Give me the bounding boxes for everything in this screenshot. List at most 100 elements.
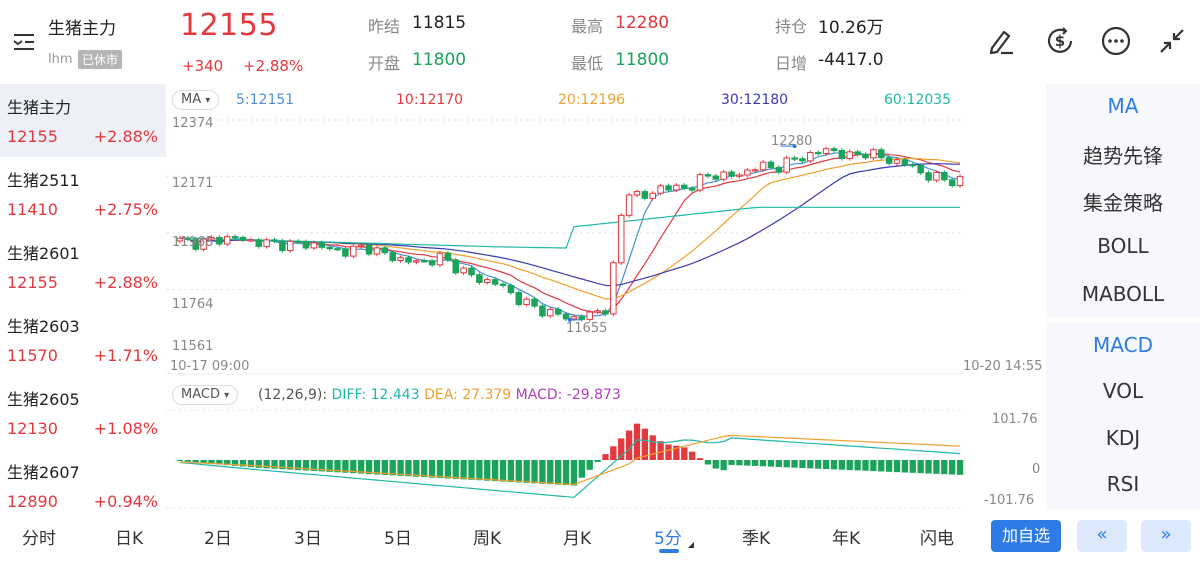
end-time-label: 10-20 14:55: [963, 359, 1043, 374]
draw-icon[interactable]: [984, 24, 1018, 58]
y-axis-label: 11764: [172, 297, 214, 312]
candle-body: [365, 244, 373, 255]
macd-bar: [350, 460, 357, 474]
macd-bar: [783, 460, 790, 468]
y-axis-label: 12171: [172, 176, 214, 191]
macd-bar: [255, 460, 262, 468]
candle-body: [184, 237, 192, 240]
kline-chart-area[interactable]: MA ▾ 5:12151 10:12170 20:12196 30:12180 …: [166, 84, 1046, 510]
contract-list-item[interactable]: 生猪2603 11570 +1.71%: [0, 303, 166, 376]
tab-5day[interactable]: 5日: [384, 529, 412, 549]
contract-list-item[interactable]: 生猪主力 12155 +2.88%: [0, 84, 166, 157]
tab-quarterly[interactable]: 季K: [742, 529, 771, 549]
candle-body: [657, 185, 664, 194]
candle-body: [491, 279, 499, 285]
macd-diff: DIFF: 12.443: [331, 387, 420, 403]
macd-bar: [720, 460, 727, 471]
indicator-trend[interactable]: 趋势先锋: [1083, 144, 1163, 168]
more-icon[interactable]: [1099, 24, 1133, 58]
candle-body: [428, 260, 436, 266]
add-watchlist-button[interactable]: 加自选: [991, 520, 1061, 552]
ma5-label: 5:12151: [236, 92, 295, 108]
contract-item-change: +2.88%: [93, 273, 158, 292]
contract-item-price: 12890: [7, 492, 58, 511]
ma-line: [179, 206, 961, 249]
contract-list-item[interactable]: 生猪2601 12155 +2.88%: [0, 230, 166, 303]
candle-body: [901, 159, 909, 166]
macd-indicator-selector[interactable]: MACD ▾: [172, 385, 239, 405]
macd-bar: [389, 460, 396, 476]
contract-switch-icon[interactable]: [12, 30, 40, 54]
contract-item-change: +1.71%: [93, 346, 158, 365]
macd-bar: [531, 460, 538, 484]
macd-bar: [917, 460, 924, 474]
macd-bar: [878, 460, 885, 472]
macd-bar: [925, 460, 932, 474]
candle-body: [712, 175, 720, 180]
indicator-boll[interactable]: BOLL: [1097, 234, 1149, 258]
tab-yearly[interactable]: 年K: [832, 529, 861, 549]
open-interest-value: 10.26万: [818, 18, 884, 38]
candle-body: [909, 164, 917, 167]
contract-item-name: 生猪2603: [7, 317, 80, 336]
contract-list-item[interactable]: 生猪2605 12130 +1.08%: [0, 376, 166, 449]
currency-icon[interactable]: $: [1043, 24, 1077, 58]
macd-bar: [444, 460, 452, 479]
next-contract-button[interactable]: »: [1141, 520, 1191, 552]
tab-2day[interactable]: 2日: [204, 529, 232, 549]
macd-bar: [499, 460, 507, 482]
candle-body: [436, 252, 444, 266]
candle-body: [791, 157, 798, 160]
collapse-icon[interactable]: [1155, 24, 1189, 58]
candle-body: [696, 174, 704, 191]
contract-name[interactable]: 生猪主力: [48, 19, 116, 39]
indicator-kdj[interactable]: KDJ: [1105, 426, 1141, 450]
candle-body: [704, 174, 712, 177]
macd-indicator-label: MACD: [181, 387, 220, 402]
prev-settle-label: 昨结: [368, 17, 401, 36]
tab-5min[interactable]: 5分: [654, 529, 682, 549]
candle-body: [239, 236, 247, 241]
indicator-vol[interactable]: VOL: [1102, 379, 1144, 403]
macd-bar: [318, 460, 325, 472]
contract-item-price: 12130: [7, 419, 58, 438]
tab-3day[interactable]: 3日: [294, 529, 322, 549]
macd-y-mid: 0: [1032, 462, 1041, 477]
tab-timeshare[interactable]: 分时: [22, 529, 56, 549]
indicator-macd[interactable]: MACD: [1093, 333, 1153, 357]
macd-bar: [594, 460, 601, 462]
macd-bar: [436, 460, 444, 479]
chevron-down-icon: ▾: [205, 95, 211, 106]
contract-item-change: +2.75%: [93, 200, 158, 219]
candle-body: [460, 267, 467, 274]
contract-list-item[interactable]: 生猪2511 11410 +2.75%: [0, 157, 166, 230]
macd-bar: [696, 458, 704, 460]
macd-bar: [681, 447, 688, 460]
candle-body: [807, 152, 814, 162]
candle-body: [862, 153, 869, 159]
macd-bar: [216, 460, 223, 465]
macd-bar: [775, 460, 782, 467]
ma-indicator-selector[interactable]: MA ▾: [172, 90, 220, 110]
contract-list-item[interactable]: 生猪2607 12890 +0.94%: [0, 449, 166, 522]
tab-flash[interactable]: 闪电: [920, 529, 954, 549]
candle-body: [468, 267, 475, 276]
candle-body: [948, 179, 956, 187]
tab-weekly[interactable]: 周K: [473, 529, 502, 549]
macd-bar: [893, 460, 901, 473]
indicator-rsi[interactable]: RSI: [1106, 472, 1140, 496]
indicator-strategy[interactable]: 集金策略: [1083, 191, 1163, 215]
tab-monthly[interactable]: 月K: [563, 529, 592, 549]
candle-body: [893, 159, 901, 164]
prev-contract-button[interactable]: «: [1077, 520, 1127, 552]
tab-daily[interactable]: 日K: [115, 529, 144, 549]
macd-bar: [184, 460, 191, 462]
macd-bar: [949, 460, 956, 475]
indicator-maboll[interactable]: MABOLL: [1081, 282, 1165, 306]
macd-bar: [854, 460, 861, 471]
candle-body: [310, 242, 318, 249]
macd-bar: [294, 460, 302, 471]
indicator-ma[interactable]: MA: [1107, 94, 1139, 118]
tab-dropdown-icon[interactable]: [688, 542, 694, 548]
macd-params: (12,26,9):: [258, 387, 328, 403]
